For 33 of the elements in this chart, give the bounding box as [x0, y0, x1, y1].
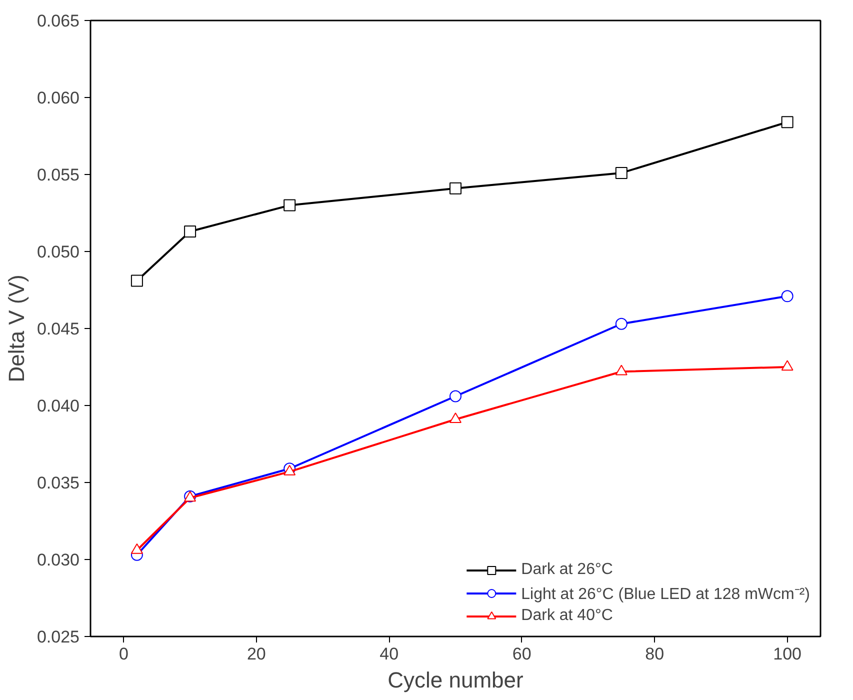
y-axis-title: Delta V (V) — [4, 274, 29, 382]
x-tick-label: 40 — [380, 644, 399, 664]
x-tick-label: 20 — [246, 644, 266, 664]
point — [615, 364, 628, 376]
legend-label: Dark at 26°C — [521, 561, 613, 579]
y-tick-label: 0.060 — [36, 88, 80, 108]
point — [615, 166, 628, 179]
point — [450, 412, 462, 424]
x-tick-label: 0 — [118, 644, 128, 664]
x-tick-label: 60 — [512, 644, 532, 664]
y-tick-label: 0.030 — [36, 550, 80, 570]
point — [781, 290, 794, 302]
x-tick-label: 80 — [645, 644, 664, 664]
legend-label: Light at 26°C (Blue LED at 128 mWcm⁻²) — [521, 585, 810, 604]
point — [450, 390, 462, 402]
point — [781, 360, 794, 371]
legend-label: Dark at 40°C — [521, 607, 613, 625]
y-tick-label: 0.035 — [36, 474, 80, 492]
x-axis-title: Cycle number — [388, 668, 524, 692]
point — [450, 182, 462, 194]
point — [284, 199, 296, 212]
y-tick-label: 0.045 — [36, 320, 80, 338]
y-tick-label: 0.040 — [36, 396, 80, 416]
y-tick-label: 0.025 — [36, 628, 80, 646]
y-tick-label: 0.055 — [36, 166, 80, 184]
point — [184, 225, 196, 238]
point — [781, 116, 794, 128]
x-tick-label: 100 — [773, 644, 802, 664]
point — [130, 543, 143, 554]
point — [130, 274, 143, 287]
point — [615, 318, 628, 330]
y-tick-label: 0.065 — [36, 12, 80, 30]
y-tick-label: 0.050 — [36, 242, 80, 262]
